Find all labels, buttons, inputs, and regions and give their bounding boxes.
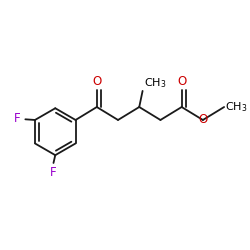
Text: O: O (92, 76, 102, 88)
Text: CH$_3$: CH$_3$ (225, 100, 248, 114)
Text: F: F (14, 112, 20, 125)
Text: O: O (177, 76, 186, 88)
Text: CH$_3$: CH$_3$ (144, 76, 166, 90)
Text: F: F (50, 166, 56, 179)
Text: O: O (198, 114, 207, 126)
